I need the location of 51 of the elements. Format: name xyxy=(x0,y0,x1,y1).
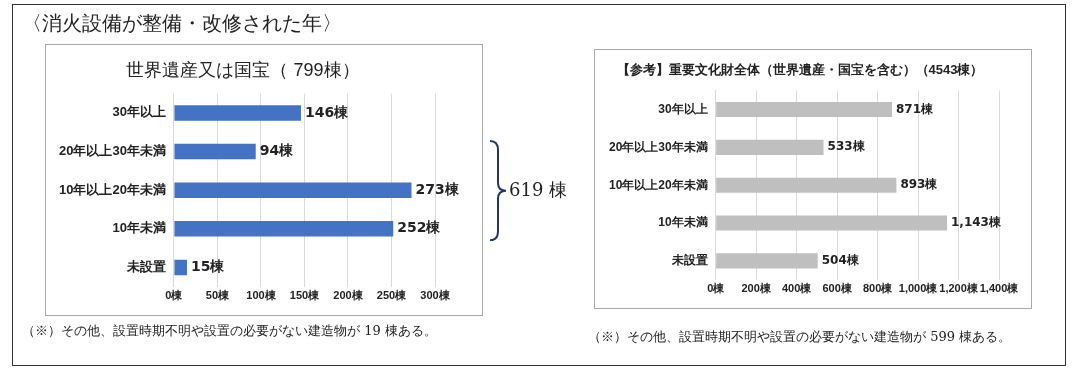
data-label: 893棟 xyxy=(900,177,939,192)
x-tick-label: 0棟 xyxy=(707,282,726,295)
data-label: 871棟 xyxy=(895,101,934,116)
x-tick-label: 1,000棟 xyxy=(898,282,939,295)
x-tick-label: 0棟 xyxy=(165,289,184,302)
bar xyxy=(174,143,256,160)
x-tick-label: 150棟 xyxy=(289,289,321,302)
x-tick-label: 600棟 xyxy=(822,282,853,295)
bar xyxy=(716,177,897,193)
y-tick-label: 30年以上 xyxy=(658,101,708,116)
x-tick-label: 200棟 xyxy=(741,282,772,295)
data-label: 533棟 xyxy=(827,139,866,154)
x-tick-label: 1,400棟 xyxy=(979,282,1020,295)
x-tick-label: 400棟 xyxy=(781,282,813,295)
data-label: 94棟 xyxy=(259,142,295,159)
bar xyxy=(174,105,301,121)
data-label: 273棟 xyxy=(415,180,460,197)
x-tick-label: 250棟 xyxy=(376,289,408,302)
text: 619 棟 xyxy=(509,178,568,203)
x-tick-label: 300棟 xyxy=(420,289,451,302)
bar xyxy=(716,253,818,269)
x-tick-label: 50棟 xyxy=(205,289,231,302)
y-tick-label: 10年未満 xyxy=(658,215,708,230)
bar xyxy=(716,215,947,231)
data-label: 146棟 xyxy=(304,103,350,120)
bar xyxy=(174,221,394,237)
y-tick-label: 10年以上20年未満 xyxy=(59,181,166,197)
bar xyxy=(174,182,412,198)
x-tick-label: 200棟 xyxy=(333,289,364,302)
data-label: 15棟 xyxy=(190,258,226,275)
y-tick-label: 20年以上30年未満 xyxy=(608,139,708,154)
bar xyxy=(716,101,892,118)
chart-title: 【参考】重要文化財全体（世界遺産・国宝を含む）（4543棟） xyxy=(616,62,984,78)
y-tick-label: 未設置 xyxy=(670,253,708,268)
y-tick-label: 未設置 xyxy=(125,259,166,275)
data-label: 504棟 xyxy=(821,253,860,268)
y-tick-label: 20年以上30年未満 xyxy=(59,143,166,159)
data-label: 1,143棟 xyxy=(950,215,1002,230)
y-tick-label: 10年未満 xyxy=(112,220,166,236)
x-tick-label: 100棟 xyxy=(246,289,277,302)
y-tick-label: 10年以上20年未満 xyxy=(608,177,708,192)
x-tick-label: 800棟 xyxy=(862,282,894,295)
text: （※）その他、設置時期不明や設置の必要がない建造物が 599 棟ある。 xyxy=(588,328,1012,346)
x-tick-label: 1,200棟 xyxy=(939,282,979,295)
text: 〈消火設備が整備・改修された年〉 xyxy=(22,10,342,37)
bar xyxy=(174,259,187,276)
text: （※）その他、設置時期不明や設置の必要がない建造物が 19 棟ある。 xyxy=(22,322,437,340)
bar xyxy=(716,139,824,155)
y-tick-label: 30年以上 xyxy=(112,104,166,120)
data-label: 252棟 xyxy=(397,219,442,236)
chart-title: 世界遺産又は国宝（ 799棟） xyxy=(126,59,360,80)
